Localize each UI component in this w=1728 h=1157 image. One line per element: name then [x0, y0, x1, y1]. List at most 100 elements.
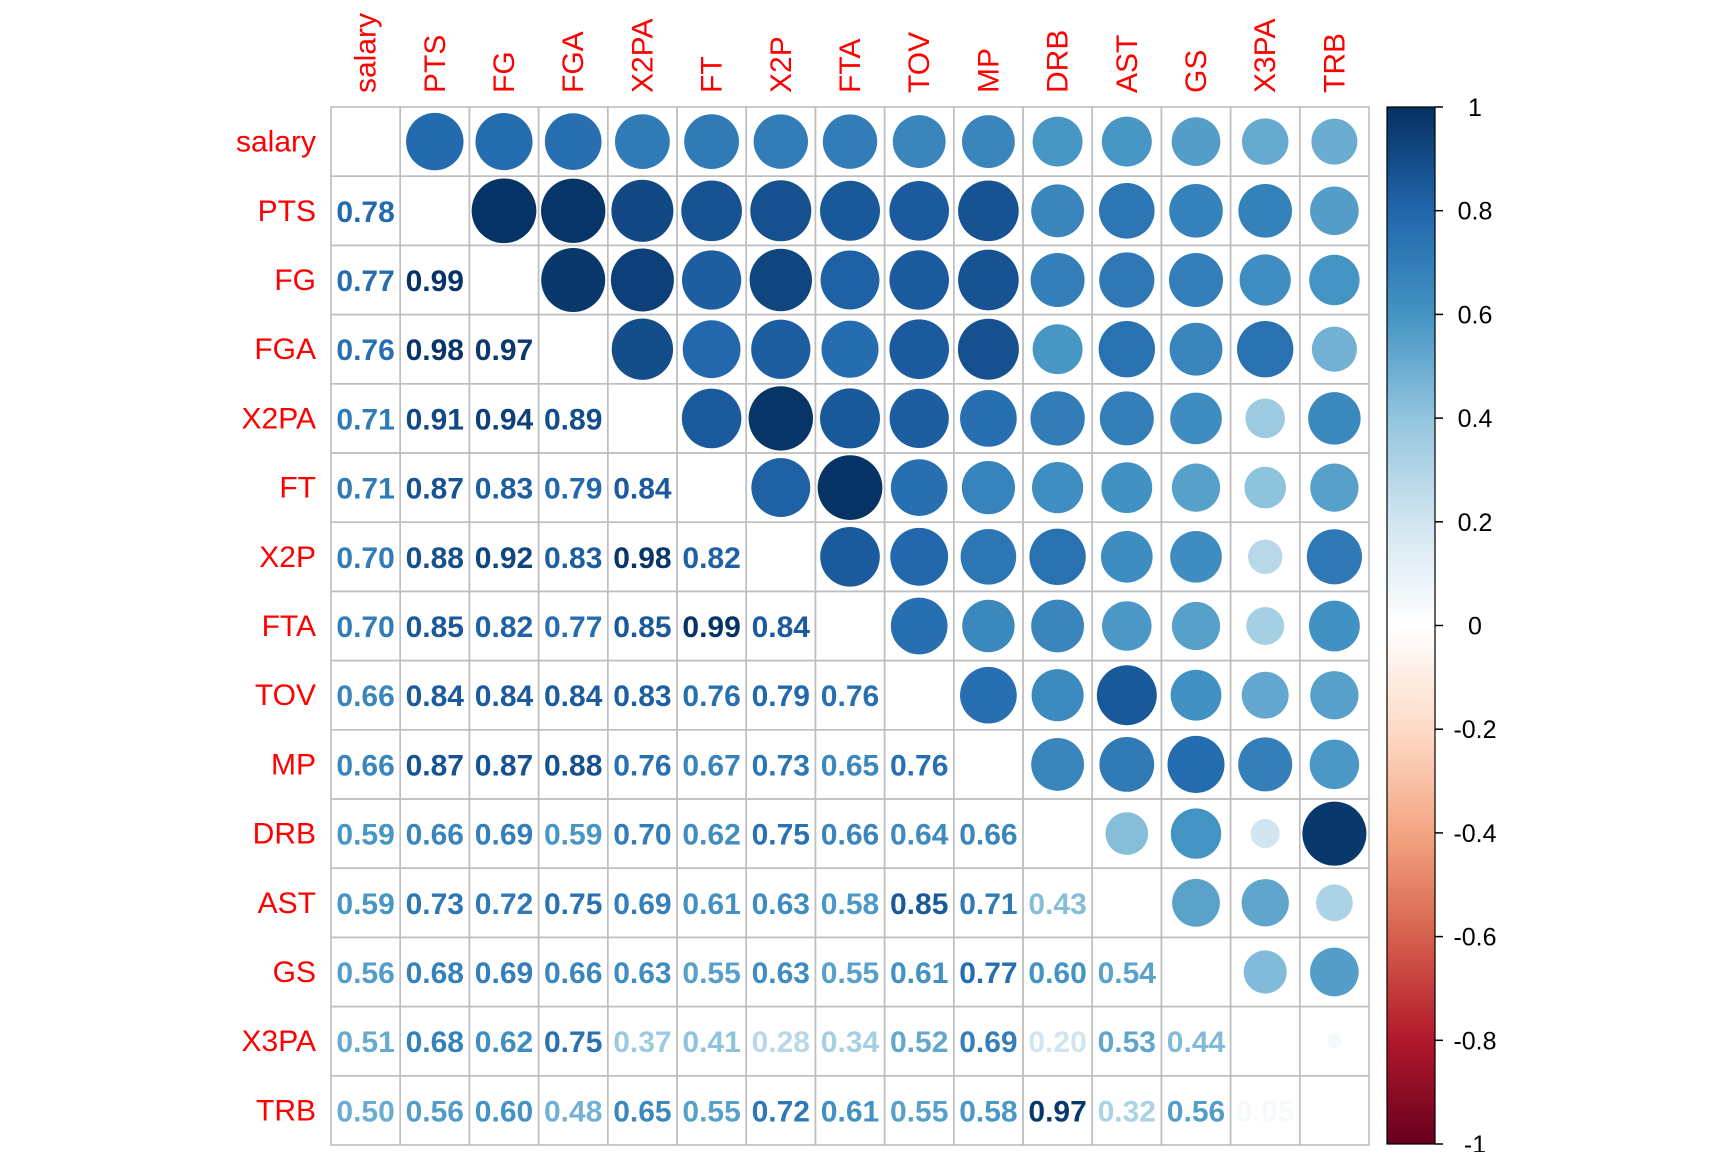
- corr-circle: [820, 180, 880, 241]
- corr-value: 0.66: [959, 819, 1017, 852]
- corr-circle: [1031, 737, 1085, 791]
- corr-circle: [892, 115, 946, 169]
- corr-circle: [750, 180, 812, 242]
- corr-circle: [471, 178, 537, 244]
- corr-value: 0.70: [336, 611, 394, 644]
- corr-circle: [1309, 739, 1360, 790]
- corr-circle: [1310, 671, 1359, 720]
- corr-value: 0.87: [475, 749, 533, 782]
- corr-value: 0.28: [752, 1026, 810, 1059]
- corr-value: 0.97: [475, 334, 533, 367]
- corr-value: 0.83: [475, 473, 533, 506]
- corr-circle: [1031, 461, 1084, 514]
- corr-value: 0.73: [406, 888, 464, 921]
- corr-circle: [1306, 529, 1362, 585]
- corr-circle: [1031, 599, 1085, 653]
- corr-value: 0.60: [475, 1095, 533, 1128]
- grid-cell: [745, 521, 817, 593]
- corr-circle: [961, 115, 1015, 169]
- corr-value: 0.62: [475, 1026, 533, 1059]
- corr-value: 0.79: [544, 473, 602, 506]
- colorbar-gradient: [1386, 106, 1436, 1145]
- corr-circle: [958, 180, 1019, 242]
- colorbar-tick-label: 0: [1468, 613, 1482, 641]
- corr-value: 0.83: [544, 542, 602, 575]
- corr-circle: [1171, 601, 1221, 651]
- corr-circle: [957, 318, 1019, 380]
- column-label: DRB: [1042, 30, 1075, 93]
- corr-value: 0.98: [406, 334, 464, 367]
- corr-circle: [1168, 252, 1224, 308]
- corr-value: 0.59: [336, 888, 394, 921]
- column-label: TRB: [1318, 33, 1351, 93]
- corr-value: 0.59: [336, 819, 394, 852]
- corr-circle: [1098, 321, 1155, 378]
- colorbar-tick-label: -0.8: [1453, 1027, 1496, 1055]
- corr-circle: [820, 388, 880, 449]
- corr-circle: [611, 318, 674, 380]
- corr-circle: [1031, 184, 1085, 238]
- corr-value: 0.70: [336, 542, 394, 575]
- grid-cell: [468, 244, 540, 316]
- corr-circle: [1250, 819, 1280, 849]
- corr-circle: [1247, 539, 1283, 575]
- corr-circle: [1241, 879, 1289, 927]
- corr-value: 0.61: [821, 1095, 879, 1128]
- corr-circle: [1311, 118, 1358, 165]
- colorbar: 1 0.8 0.6 0.4 0.2 0 -0.2 -0.4 -0.6 -0.8 -1: [1386, 94, 1497, 1157]
- corr-value: 0.56: [1167, 1095, 1225, 1128]
- corr-circle: [958, 249, 1019, 311]
- corr-circle: [1237, 321, 1294, 378]
- colorbar-tick-label: 0.8: [1458, 198, 1493, 226]
- corr-value: 0.94: [475, 403, 534, 436]
- corr-circle: [1308, 392, 1361, 445]
- column-label: X2PA: [626, 19, 659, 94]
- corr-value: 0.61: [890, 957, 948, 990]
- corr-circle: [1311, 326, 1357, 372]
- corr-value: 0.54: [1098, 957, 1157, 990]
- corr-value: 0.66: [406, 819, 464, 852]
- corr-circle: [960, 666, 1017, 724]
- corr-circle: [1096, 665, 1157, 726]
- corr-circle: [1316, 884, 1353, 922]
- corr-value: 0.71: [336, 473, 394, 506]
- corr-value: 0.97: [1028, 1095, 1086, 1128]
- corr-circle: [681, 250, 742, 310]
- corr-value: 0.76: [890, 749, 948, 782]
- corr-value: 0.82: [475, 611, 533, 644]
- column-label: X3PA: [1249, 19, 1282, 94]
- corr-circle: [541, 247, 606, 313]
- corr-circle: [1170, 392, 1222, 445]
- axis-labels: salary PTS FG FGA X2PA FT X2P FTA TOV MP DRB AST GS X…: [236, 13, 1351, 1127]
- row-label: salary: [236, 126, 316, 159]
- corr-value: 0.63: [613, 957, 671, 990]
- grid-cell: [1229, 1005, 1301, 1077]
- grid-cell: [952, 728, 1024, 800]
- corr-value: 0.78: [336, 196, 394, 229]
- corr-value: 0.44: [1167, 1026, 1226, 1059]
- corr-circle: [1243, 950, 1287, 994]
- corr-circle: [962, 599, 1015, 653]
- corr-value: 0.55: [890, 1095, 948, 1128]
- corr-circle: [889, 180, 950, 241]
- corr-value: 0.66: [336, 680, 394, 713]
- corr-circle: [749, 248, 812, 312]
- corr-value: 0.77: [959, 957, 1017, 990]
- grid-cell: [676, 452, 747, 523]
- corr-circle: [890, 527, 949, 586]
- row-label: FG: [274, 264, 316, 297]
- row-label: TRB: [256, 1094, 316, 1127]
- corr-value: 0.55: [682, 1095, 740, 1128]
- corr-value: 0.37: [613, 1026, 671, 1059]
- corr-value: 0.99: [682, 611, 740, 644]
- row-label: FTA: [262, 610, 316, 643]
- corr-circle: [1167, 735, 1225, 793]
- corr-circle: [1169, 183, 1223, 238]
- corr-value: 0.66: [544, 957, 602, 990]
- corr-circle: [1238, 737, 1293, 792]
- corr-value: 0.61: [682, 888, 740, 921]
- corr-circle: [890, 459, 948, 516]
- corr-circle: [820, 250, 880, 310]
- corr-value: 0.71: [336, 403, 394, 436]
